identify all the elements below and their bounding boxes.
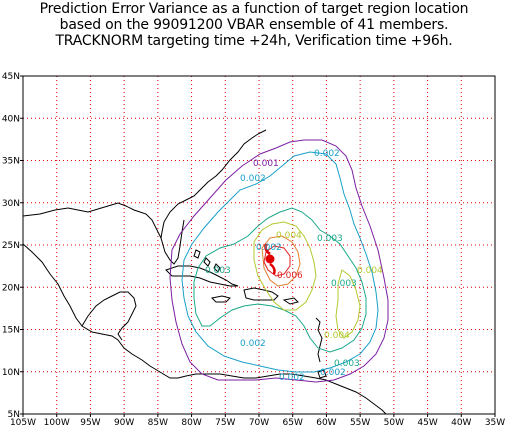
tick-label-lat: 20N	[2, 283, 20, 293]
contour-0-004-east	[335, 269, 361, 339]
contour-label: 0.002	[320, 368, 346, 378]
tick-label-lon: 70W	[249, 418, 269, 428]
contour-label: 0.004	[357, 266, 383, 276]
axis-ticks: 105W 100W 95W 90W 85W 80W 75W 70W 65W 60W 55W 50W 45…	[2, 72, 505, 428]
coast-mexico-central-america	[22, 243, 178, 379]
contour-label: 0.003	[334, 359, 360, 369]
tick-label-lon: 105W	[10, 418, 36, 428]
contours	[169, 139, 389, 383]
tick-label-lon: 100W	[44, 418, 70, 428]
tick-label-lon: 65W	[283, 418, 303, 428]
coast-florida	[160, 219, 185, 265]
coastlines	[22, 129, 387, 415]
tick-label-lat: 35N	[2, 157, 20, 167]
island-bahamas-2	[203, 257, 211, 267]
tick-label-lon: 60W	[316, 418, 336, 428]
tick-label-lat: 30N	[2, 199, 20, 209]
title-line-1: Prediction Error Variance as a function …	[39, 1, 469, 17]
coast-yucatan	[81, 291, 137, 341]
contour-0-004	[253, 221, 317, 311]
island-bahamas-1	[193, 249, 201, 259]
tick-label-lon: 85W	[148, 418, 168, 428]
contour-label: 0.006	[277, 271, 303, 281]
island-bahamas-3	[213, 263, 221, 273]
contour-0-002	[181, 151, 379, 373]
tick-label-lat: 40N	[2, 114, 20, 124]
tick-label-lat: 10N	[2, 368, 20, 378]
contour-label: 0.002	[279, 373, 305, 383]
island-puerto-rico	[282, 297, 299, 305]
coast-north-america	[22, 129, 267, 240]
contour-label: 0.002	[240, 174, 266, 184]
contour-0-006	[263, 245, 291, 277]
island-hispaniola	[243, 287, 279, 301]
tick-label-lon: 95W	[80, 418, 100, 428]
contour-0-005	[261, 235, 301, 287]
tick-label-lat: 15N	[2, 326, 20, 336]
island-trinidad	[317, 369, 327, 379]
tick-label-lon: 35W	[485, 418, 505, 428]
contour-label: 0.003	[205, 266, 231, 276]
title-line-2: based on the 99091200 VBAR ensemble of 4…	[59, 17, 449, 33]
contour-label: 0.002	[240, 339, 266, 349]
contour-label: 0.002	[314, 149, 340, 159]
contour-label: 0.004	[276, 231, 302, 241]
contour-label: 0.002	[256, 243, 282, 253]
tick-label-lon: 40W	[451, 418, 471, 428]
island-jamaica	[210, 295, 231, 303]
island-lesser-antilles	[315, 317, 323, 363]
tick-label-lat: 5N	[8, 410, 20, 420]
contour-label: 0.003	[331, 279, 357, 289]
tick-label-lon: 45W	[417, 418, 437, 428]
coast-south-america	[177, 373, 387, 415]
contour-label: 0.003	[317, 234, 343, 244]
contour-label: 0.001	[253, 159, 279, 169]
tick-label-lon: 75W	[215, 418, 235, 428]
tick-label-lat: 45N	[2, 72, 20, 82]
tick-label-lat: 25N	[2, 241, 20, 251]
contour-0-003	[193, 207, 367, 353]
island-cuba	[165, 265, 239, 287]
hurricane-symbol	[264, 243, 276, 275]
tick-label-lon: 50W	[384, 418, 404, 428]
tick-label-lon: 55W	[350, 418, 370, 428]
title-line-3: TRACKNORM targeting time +24h, Verificat…	[55, 33, 453, 49]
tick-label-lon: 80W	[181, 418, 201, 428]
tick-label-lon: 90W	[114, 418, 134, 428]
contour-0-001	[169, 139, 389, 383]
contour-label: 0.004	[324, 331, 350, 341]
